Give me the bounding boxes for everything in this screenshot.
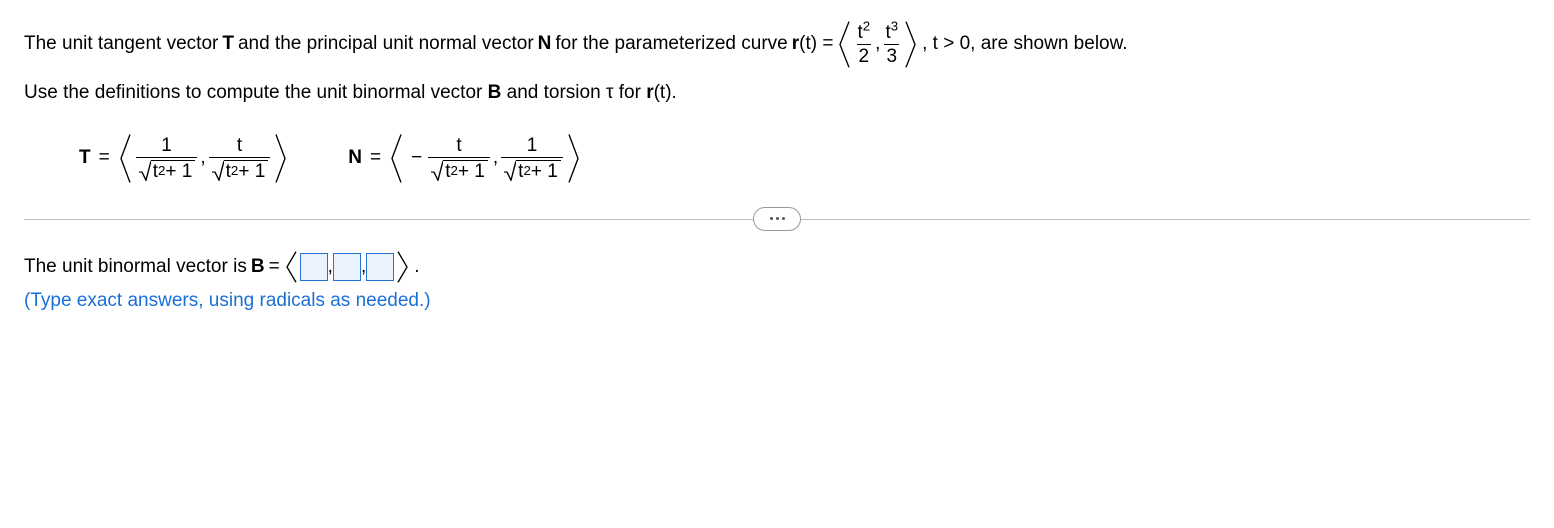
answer-inputs: , , (298, 250, 397, 284)
section-divider (24, 219, 1530, 220)
answer-line: The unit binormal vector is B = , , . (24, 250, 1530, 284)
radical-icon (430, 160, 443, 181)
component-2: t t2 + 1 (209, 136, 271, 181)
radical-icon (138, 160, 151, 181)
tau-symbol: τ (606, 82, 614, 103)
angle-bracket-right-icon (567, 133, 581, 184)
angle-bracket-left-icon (837, 20, 851, 69)
angle-bracket-right-icon (396, 250, 410, 284)
sqrt-t2-plus-1: t2 + 1 (503, 160, 561, 181)
num: t (454, 136, 463, 157)
text: (t) = (799, 33, 833, 54)
vector-components: − t t2 + 1 , 1 (403, 133, 567, 184)
num-exp: 3 (891, 19, 898, 34)
equation-T: T = 1 t2 + 1 , t (79, 133, 288, 184)
angle-bracket-left-icon (118, 133, 132, 184)
angle-bracket-right-icon (274, 133, 288, 184)
answer-input-1[interactable] (300, 253, 328, 281)
N-vector: − t t2 + 1 , 1 (389, 133, 581, 184)
vector-components: t2 2 , t3 3 (851, 20, 904, 69)
text: for (619, 82, 646, 103)
sqrt-t2-plus-1: t2 + 1 (430, 160, 488, 181)
text: The unit binormal vector is (24, 256, 247, 278)
text: Use the definitions to compute the unit … (24, 82, 488, 103)
problem-line-2: Use the definitions to compute the unit … (24, 79, 1530, 108)
rest: + 1 (165, 162, 192, 181)
radical-icon (503, 160, 516, 181)
comma: , (493, 147, 498, 169)
comma: , (875, 30, 880, 59)
rest: + 1 (458, 162, 485, 181)
vector-T: T (222, 30, 234, 59)
angle-bracket-right-icon (904, 20, 918, 69)
answer-hint: (Type exact answers, using radicals as n… (24, 290, 1530, 312)
text: = (269, 256, 280, 278)
num-exp: 2 (863, 19, 870, 34)
component-2: 1 t2 + 1 (501, 136, 563, 181)
angle-bracket-left-icon (284, 250, 298, 284)
minus-sign: − (411, 147, 422, 169)
sqrt-t2-plus-1: t2 + 1 (211, 160, 269, 181)
text: for the parameterized curve (555, 30, 787, 59)
equals: = (99, 147, 110, 169)
component-1: 1 t2 + 1 (136, 136, 198, 181)
rest: + 1 (531, 162, 558, 181)
den: 3 (884, 44, 899, 66)
equation-N: N = − t t2 + 1 , 1 (348, 133, 581, 184)
vector-N: N (538, 30, 552, 59)
text: (t). (654, 82, 677, 103)
vector-B: B (251, 256, 265, 278)
vector-r: r(t) = (792, 30, 834, 59)
comma: , (200, 147, 205, 169)
equals: = (370, 147, 381, 169)
num: 1 (525, 136, 540, 157)
period: . (414, 256, 419, 278)
r-definition-vector: t2 2 , t3 3 (837, 20, 918, 69)
answer-input-3[interactable] (366, 253, 394, 281)
angle-bracket-left-icon (389, 133, 403, 184)
num: t (235, 136, 244, 157)
component-1: t t2 + 1 (428, 136, 490, 181)
given-equations: T = 1 t2 + 1 , t (79, 133, 1530, 184)
text: , t > 0, are shown below. (922, 30, 1127, 59)
sqrt-t2-plus-1: t2 + 1 (138, 160, 196, 181)
text: and torsion (507, 82, 606, 103)
num: 1 (159, 136, 174, 157)
expand-button[interactable] (753, 207, 801, 231)
answer-input-2[interactable] (333, 253, 361, 281)
answer-vector: , , (284, 250, 411, 284)
fraction-t3-over-3: t3 3 (883, 23, 900, 66)
T-vector: 1 t2 + 1 , t t2 + 1 (118, 133, 289, 184)
den: 2 (857, 44, 872, 66)
vector-B: B (488, 82, 502, 103)
radical-icon (211, 160, 224, 181)
T-label: T (79, 147, 91, 169)
vector-r: r (646, 82, 653, 103)
fraction-t2-over-2: t2 2 (855, 23, 872, 66)
problem-line-1: The unit tangent vector T and the princi… (24, 20, 1530, 69)
t: t (445, 162, 450, 181)
text: and the principal unit normal vector (238, 30, 534, 59)
text: The unit tangent vector (24, 30, 218, 59)
rest: + 1 (238, 162, 265, 181)
N-label: N (348, 147, 362, 169)
vector-components: 1 t2 + 1 , t t2 + 1 (132, 133, 275, 184)
